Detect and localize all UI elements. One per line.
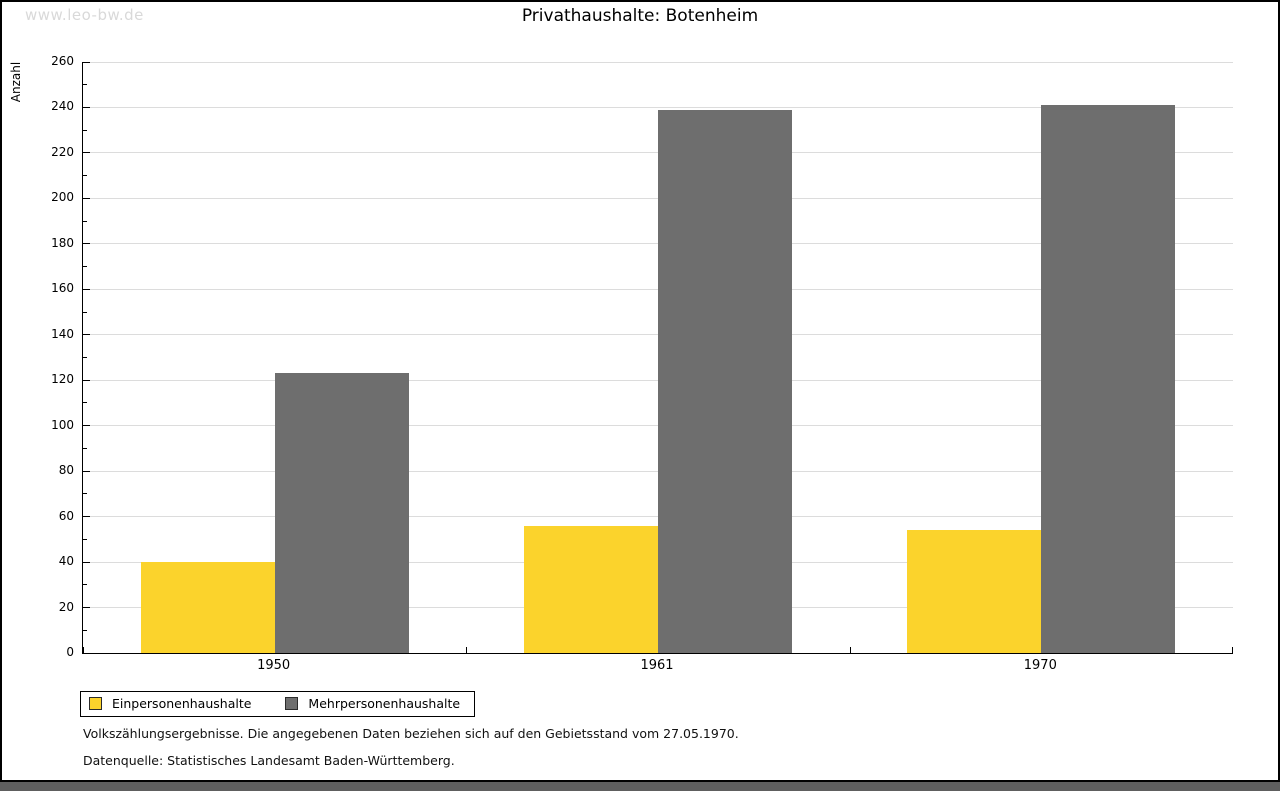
bar-mehrpersonenhaushalte-1950 bbox=[274, 373, 409, 653]
y-tick-minor bbox=[83, 220, 87, 222]
y-tick-major bbox=[83, 288, 90, 290]
y-tick-minor bbox=[83, 402, 87, 404]
bar-mehrpersonenhaushalte-1970 bbox=[1041, 105, 1176, 653]
gridline bbox=[83, 61, 1233, 63]
bar-mehrpersonenhaushalte-1961 bbox=[658, 109, 792, 653]
footnote-line-1: Volkszählungsergebnisse. Die angegebenen… bbox=[83, 726, 739, 741]
y-tick-label: 120 bbox=[51, 372, 74, 387]
y-tick-label: 220 bbox=[51, 144, 74, 159]
y-tick-major bbox=[83, 61, 90, 63]
y-tick-label: 260 bbox=[51, 54, 74, 68]
legend-label: Einpersonenhaushalte bbox=[112, 696, 252, 711]
bar-einpersonenhaushalte-1970 bbox=[907, 530, 1042, 653]
y-tick-minor bbox=[83, 84, 87, 86]
y-tick-label: 0 bbox=[66, 645, 74, 659]
x-boundary-tick bbox=[466, 647, 468, 653]
x-boundary-tick bbox=[849, 647, 851, 653]
bar-einpersonenhaushalte-1950 bbox=[140, 562, 275, 653]
bar-einpersonenhaushalte-1961 bbox=[524, 525, 658, 653]
y-tick-label: 20 bbox=[58, 599, 74, 614]
y-tick-label: 140 bbox=[51, 326, 74, 341]
y-tick-major bbox=[83, 334, 90, 336]
y-tick-major bbox=[83, 516, 90, 518]
legend-swatch bbox=[89, 697, 102, 710]
y-tick-label: 40 bbox=[58, 554, 74, 569]
x-tick-label: 1970 bbox=[1023, 658, 1057, 673]
gridline bbox=[83, 106, 1233, 108]
y-tick-minor bbox=[83, 266, 87, 268]
legend: Einpersonenhaushalte Mehrpersonenhaushalt… bbox=[80, 691, 476, 717]
y-tick-label: 80 bbox=[58, 463, 74, 478]
legend-label: Mehrpersonenhaushalte bbox=[308, 696, 461, 711]
y-tick-label: 60 bbox=[58, 508, 74, 523]
y-tick-label: 100 bbox=[51, 417, 74, 432]
y-tick-minor bbox=[83, 175, 87, 177]
y-tick-minor bbox=[83, 447, 87, 449]
y-tick-major bbox=[83, 152, 90, 154]
watermark-text: www.leo-bw.de bbox=[25, 6, 144, 24]
y-tick-label: 200 bbox=[51, 190, 74, 205]
chart-title: Privathaushalte: Botenheim bbox=[521, 6, 759, 26]
footnote-line-2: Datenquelle: Statistisches Landesamt Bad… bbox=[83, 753, 455, 768]
y-tick-minor bbox=[83, 311, 87, 313]
y-tick-major bbox=[83, 425, 90, 427]
x-tick-label: 1961 bbox=[640, 658, 674, 673]
footnotes: Volkszählungsergebnisse. Die angegebenen… bbox=[83, 726, 739, 780]
y-tick-minor bbox=[83, 493, 87, 495]
y-tick-label: 180 bbox=[51, 235, 74, 250]
y-tick-label: 160 bbox=[51, 281, 74, 296]
y-tick-major bbox=[83, 243, 90, 245]
y-tick-minor bbox=[83, 129, 87, 131]
y-tick-major bbox=[83, 561, 90, 563]
y-tick-major bbox=[83, 607, 90, 609]
legend-swatch bbox=[285, 697, 299, 710]
y-tick-major bbox=[83, 197, 90, 199]
x-boundary-tick bbox=[83, 647, 84, 653]
legend-item: Mehrpersonenhaushalte bbox=[285, 696, 460, 711]
plot-area bbox=[82, 61, 1233, 654]
y-tick-minor bbox=[83, 629, 87, 631]
y-tick-major bbox=[83, 470, 90, 472]
y-tick-major bbox=[83, 379, 90, 381]
x-tick-label: 1950 bbox=[257, 658, 291, 673]
y-tick-minor bbox=[83, 584, 87, 586]
y-tick-label: 240 bbox=[51, 99, 74, 114]
y-tick-major bbox=[83, 106, 90, 108]
legend-item: Einpersonenhaushalte bbox=[89, 696, 251, 711]
y-tick-minor bbox=[83, 357, 87, 358]
y-tick-minor bbox=[83, 538, 87, 540]
window-bottom-strip bbox=[0, 782, 1280, 791]
x-boundary-tick bbox=[1232, 647, 1233, 653]
